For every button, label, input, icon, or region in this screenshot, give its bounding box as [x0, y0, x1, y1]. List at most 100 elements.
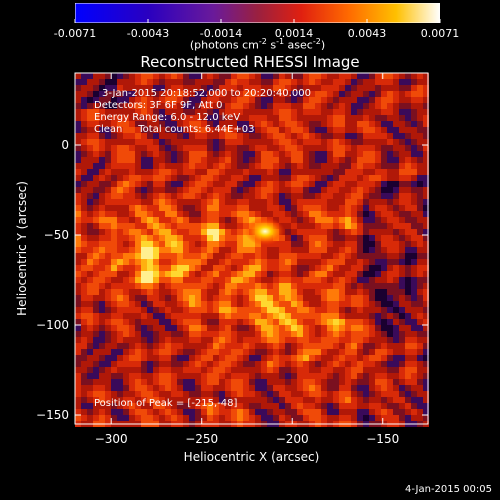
heatmap-cell — [273, 151, 279, 157]
heatmap-cell — [81, 247, 87, 253]
heatmap-cell — [345, 397, 351, 403]
heatmap-cell — [225, 307, 231, 313]
heatmap-cell — [159, 361, 165, 367]
heatmap-cell — [219, 355, 225, 361]
heatmap-cell — [117, 271, 123, 277]
heatmap-cell — [129, 181, 135, 187]
heatmap-cell — [111, 271, 117, 277]
heatmap-cell — [87, 253, 93, 259]
heatmap-cell — [231, 97, 237, 103]
heatmap-cell — [99, 343, 105, 349]
heatmap-cell — [159, 121, 165, 127]
heatmap-cell — [363, 97, 369, 103]
heatmap-cell — [189, 229, 195, 235]
heatmap-cell — [165, 319, 171, 325]
heatmap-cell — [297, 283, 303, 289]
heatmap-cell — [297, 289, 303, 295]
heatmap-cell — [285, 229, 291, 235]
heatmap-cell — [267, 211, 273, 217]
heatmap-cell — [183, 409, 189, 415]
heatmap-cell — [363, 175, 369, 181]
heatmap-cell — [255, 391, 261, 397]
heatmap-cell — [195, 85, 201, 91]
heatmap-cell — [357, 157, 363, 163]
heatmap-cell — [171, 139, 177, 145]
heatmap-cell — [123, 157, 129, 163]
heatmap-cell — [285, 121, 291, 127]
heatmap-cell — [423, 91, 429, 97]
heatmap-cell — [159, 205, 165, 211]
y-axis-label: Heliocentric Y (arcsec) — [15, 181, 29, 316]
heatmap-cell — [333, 169, 339, 175]
heatmap-cell — [351, 115, 357, 121]
heatmap-cell — [195, 247, 201, 253]
heatmap-cell — [363, 385, 369, 391]
heatmap-cell — [183, 277, 189, 283]
heatmap-cell — [303, 229, 309, 235]
heatmap-cell — [423, 103, 429, 109]
heatmap-cell — [285, 343, 291, 349]
heatmap-cell — [417, 295, 423, 301]
heatmap-cell — [135, 391, 141, 397]
heatmap-cell — [363, 79, 369, 85]
heatmap-cell — [105, 91, 111, 97]
heatmap-cell — [237, 85, 243, 91]
heatmap-cell — [171, 169, 177, 175]
heatmap-cell — [303, 403, 309, 409]
heatmap-cell — [213, 265, 219, 271]
heatmap-cell — [267, 415, 273, 421]
heatmap-cell — [99, 235, 105, 241]
heatmap-cell — [93, 145, 99, 151]
heatmap-cell — [381, 361, 387, 367]
heatmap-cell — [249, 157, 255, 163]
heatmap-cell — [255, 301, 261, 307]
heatmap-cell — [237, 127, 243, 133]
heatmap-cell — [105, 343, 111, 349]
heatmap-cell — [201, 319, 207, 325]
heatmap-cell — [297, 307, 303, 313]
heatmap-cell — [237, 343, 243, 349]
heatmap-cell — [159, 259, 165, 265]
heatmap-cell — [231, 361, 237, 367]
heatmap-cell — [243, 385, 249, 391]
heatmap-cell — [273, 307, 279, 313]
heatmap-cell — [189, 139, 195, 145]
heatmap-cell — [315, 331, 321, 337]
heatmap-cell — [159, 193, 165, 199]
heatmap-cell — [105, 289, 111, 295]
heatmap-cell — [213, 385, 219, 391]
heatmap-cell — [111, 223, 117, 229]
heatmap-cell — [159, 175, 165, 181]
heatmap-cell — [87, 331, 93, 337]
heatmap-cell — [81, 325, 87, 331]
heatmap-cell — [207, 145, 213, 151]
heatmap-cell — [225, 187, 231, 193]
heatmap-cell — [381, 85, 387, 91]
heatmap-cell — [393, 385, 399, 391]
heatmap-cell — [183, 73, 189, 79]
heatmap-cell — [219, 289, 225, 295]
heatmap-cell — [393, 229, 399, 235]
heatmap-cell — [261, 211, 267, 217]
heatmap-cell — [351, 193, 357, 199]
heatmap-cell — [285, 337, 291, 343]
heatmap-cell — [219, 313, 225, 319]
heatmap-cell — [249, 217, 255, 223]
heatmap-cell — [309, 277, 315, 283]
heatmap-cell — [135, 241, 141, 247]
heatmap-cell — [315, 409, 321, 415]
heatmap-cell — [285, 145, 291, 151]
heatmap-cell — [387, 319, 393, 325]
heatmap-cell — [249, 361, 255, 367]
heatmap-cell — [165, 121, 171, 127]
heatmap-cell — [339, 367, 345, 373]
heatmap-cell — [147, 127, 153, 133]
heatmap-cell — [213, 205, 219, 211]
y-tick-label: −50 — [44, 228, 69, 242]
heatmap-cell — [183, 379, 189, 385]
heatmap-cell — [93, 349, 99, 355]
heatmap-cell — [75, 85, 81, 91]
heatmap-cell — [375, 217, 381, 223]
heatmap-cell — [183, 91, 189, 97]
heatmap-cell — [81, 91, 87, 97]
